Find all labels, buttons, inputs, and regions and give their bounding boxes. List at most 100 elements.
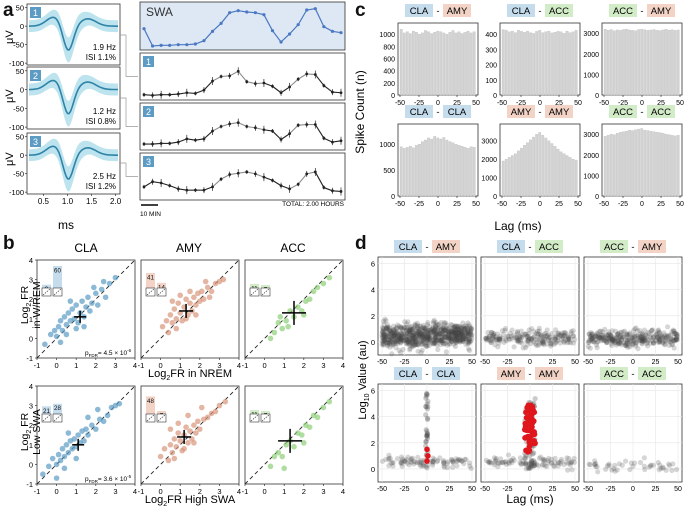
ccg-bar bbox=[559, 151, 563, 197]
unit-trace-point bbox=[331, 140, 334, 144]
significant-point bbox=[424, 458, 430, 464]
lag-point bbox=[430, 341, 437, 347]
x-tick-label: 4 bbox=[341, 487, 345, 496]
swa-point bbox=[339, 31, 343, 35]
lag-point bbox=[586, 339, 592, 345]
scatter-point bbox=[75, 432, 81, 438]
lag-point bbox=[381, 331, 387, 337]
lag-point bbox=[453, 323, 459, 329]
lag-point bbox=[454, 337, 460, 343]
lag-point bbox=[380, 325, 386, 332]
lag-point bbox=[526, 335, 532, 341]
lag-point bbox=[387, 334, 393, 340]
lag-point bbox=[519, 332, 525, 338]
lag-point bbox=[493, 334, 499, 340]
x-tick-label: 2.0 bbox=[110, 197, 122, 206]
lag-point bbox=[616, 461, 622, 467]
lag-point bbox=[398, 333, 405, 339]
x-tick-label: 25 bbox=[446, 486, 454, 493]
lag-point bbox=[670, 327, 676, 333]
ccg-bar bbox=[529, 139, 532, 197]
lag-point bbox=[515, 331, 521, 337]
lag-point bbox=[523, 331, 529, 338]
x-tick-label: 2 bbox=[94, 487, 98, 496]
y-tick-label: 50 bbox=[16, 133, 24, 142]
lag-point bbox=[389, 337, 396, 343]
lag-point bbox=[565, 336, 572, 342]
ccg-bar bbox=[415, 145, 418, 197]
lag-point bbox=[629, 335, 635, 341]
y-tick-label: 4 bbox=[371, 286, 375, 295]
lag-point bbox=[380, 329, 386, 335]
lag-point bbox=[468, 326, 474, 332]
lag-point bbox=[669, 467, 675, 474]
pvalue-bottom: pFDR= 3.6 × 10-5 bbox=[85, 474, 132, 484]
lag-point bbox=[612, 340, 619, 346]
lag-point bbox=[394, 333, 400, 340]
lag-point bbox=[385, 340, 391, 346]
scatter-point bbox=[301, 440, 307, 446]
lag-point bbox=[448, 329, 454, 335]
lag-point bbox=[593, 333, 599, 339]
unit-trace-segment bbox=[280, 86, 290, 94]
lag-point bbox=[445, 326, 451, 332]
lag-point bbox=[643, 340, 649, 347]
unit-trace-segment bbox=[255, 127, 265, 131]
region-badge bbox=[507, 105, 535, 118]
lag-point bbox=[454, 323, 461, 330]
lag-point bbox=[392, 338, 399, 344]
lag-point bbox=[603, 332, 610, 338]
lag-point bbox=[555, 337, 561, 344]
lag-point bbox=[453, 458, 460, 464]
x-tick-label: -25 bbox=[399, 486, 409, 493]
unit-trace-segment bbox=[263, 82, 273, 87]
lag-point bbox=[569, 467, 575, 473]
lag-point bbox=[662, 334, 668, 340]
lag-point bbox=[411, 331, 417, 337]
lag-point bbox=[541, 461, 547, 468]
scatter-point bbox=[71, 436, 78, 442]
unit-rate: 2.5 Hz bbox=[93, 172, 116, 181]
lag-point bbox=[433, 330, 439, 336]
lag-point-central bbox=[424, 416, 431, 422]
lag-point bbox=[657, 334, 664, 340]
lag-point bbox=[424, 343, 430, 350]
ccg-bar bbox=[520, 147, 523, 197]
scatter-point bbox=[85, 414, 91, 421]
x-tick-label: -25 bbox=[605, 359, 615, 366]
lag-point bbox=[461, 334, 467, 340]
lag-point bbox=[453, 327, 460, 333]
lag-point bbox=[434, 321, 440, 327]
lag-point bbox=[593, 337, 599, 343]
x-tick-label: 50 bbox=[674, 486, 682, 493]
lag-point bbox=[390, 327, 396, 333]
inset-count: 48 bbox=[147, 398, 154, 405]
lag-point bbox=[466, 340, 472, 346]
scatter-point bbox=[169, 298, 176, 304]
ccg-bar bbox=[652, 131, 656, 197]
lag-point bbox=[440, 324, 446, 330]
lag-point bbox=[567, 340, 574, 346]
lag-point bbox=[459, 458, 465, 464]
ccg-bar bbox=[466, 148, 470, 197]
x-tick-label: 4 bbox=[237, 487, 241, 496]
lag-point bbox=[609, 336, 615, 342]
lag-point bbox=[624, 337, 630, 343]
lag-point bbox=[409, 329, 415, 335]
lag-point bbox=[394, 339, 400, 345]
lag-point bbox=[456, 327, 462, 333]
lag-point bbox=[524, 334, 530, 340]
lag-point bbox=[622, 337, 628, 343]
lag-point bbox=[593, 334, 599, 340]
lag-point bbox=[420, 322, 427, 329]
lag-point bbox=[407, 324, 413, 330]
lag-point bbox=[493, 455, 499, 461]
lag-point bbox=[414, 320, 420, 326]
scatter-point bbox=[204, 414, 211, 421]
lag-point bbox=[669, 329, 675, 335]
scatter-point bbox=[275, 449, 282, 456]
lag-point bbox=[546, 336, 552, 342]
lag-point bbox=[512, 334, 518, 341]
lag-point bbox=[418, 463, 424, 469]
